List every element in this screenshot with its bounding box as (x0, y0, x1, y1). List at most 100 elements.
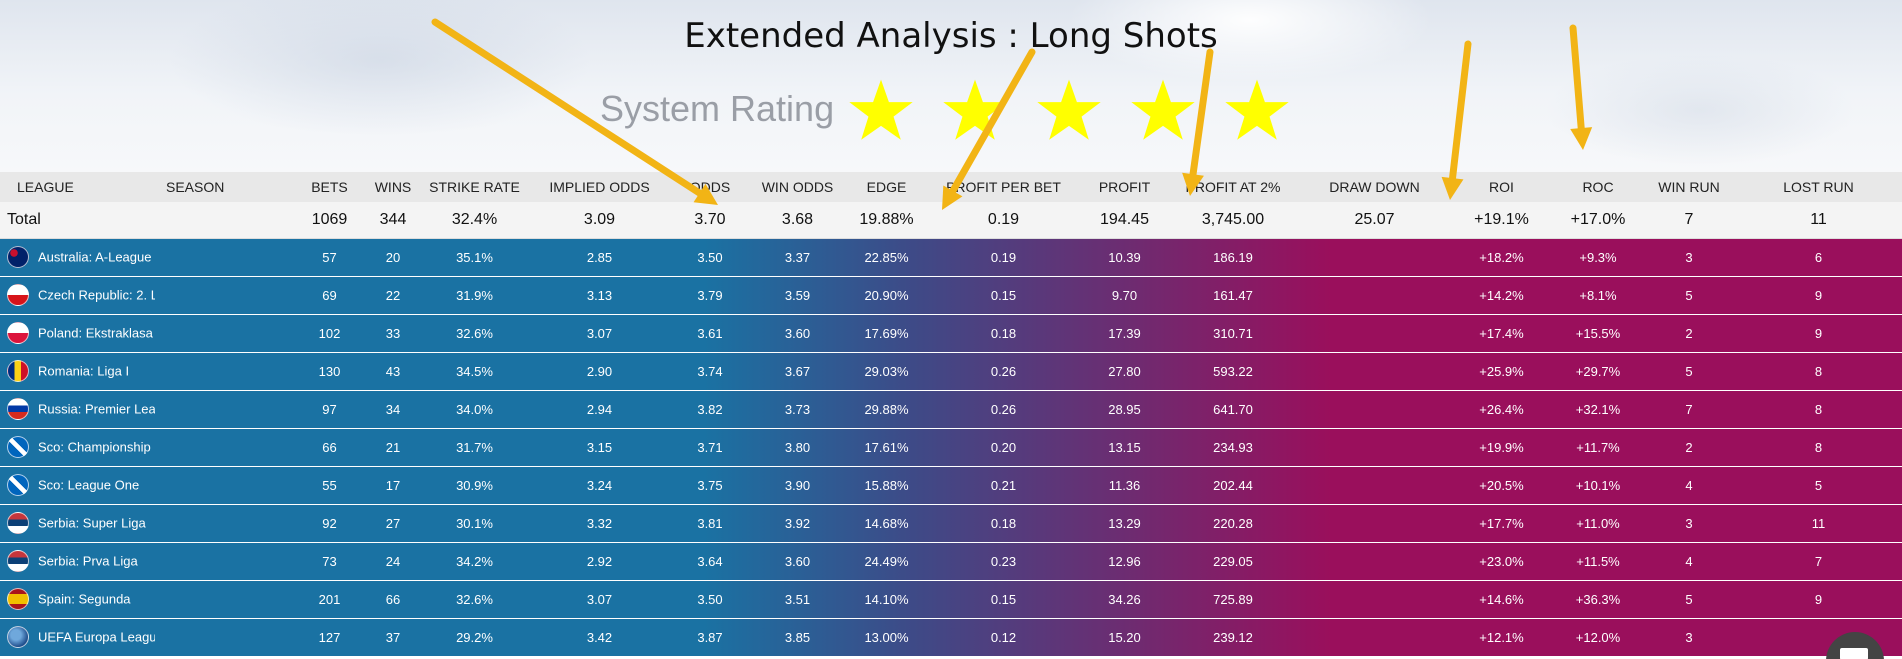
roi-cell: +20.5% (1479, 477, 1524, 493)
table-row[interactable]: Serbia: Prva Liga 73 24 34.2% 2.92 3.64 3.60 24… (0, 542, 1902, 580)
league-cell: Romania: Liga I (0, 352, 155, 390)
season-cell (155, 276, 296, 314)
league-name[interactable]: Serbia: Super Liga (38, 515, 146, 531)
league-name[interactable]: Serbia: Prva Liga (38, 553, 138, 569)
roc-cell: +12.0% (1575, 629, 1621, 645)
league-name[interactable]: Czech Republic: 2. Liga FNL (38, 287, 155, 303)
league-name[interactable]: Russia: Premier League (38, 401, 155, 417)
odds-cell: 3.74 (697, 363, 723, 379)
roc-cell: +29.7% (1575, 363, 1621, 379)
profit-cell: 34.26 (1108, 591, 1141, 607)
table-row[interactable]: UEFA Europa League 127 37 29.2% 3.42 3.87 3.85… (0, 618, 1902, 656)
total-row: Total 1069 344 32.4% 3.09 3.70 3.68 19.88% 0.19 1… (0, 202, 1902, 238)
roi-cell: +25.9% (1479, 363, 1524, 379)
implied-odds-cell: 2.94 (586, 401, 613, 417)
column-header-strike-rate[interactable]: STRIKE RATE (429, 179, 520, 195)
column-header-win-run[interactable]: WIN RUN (1658, 179, 1720, 195)
roi-cell: +19.9% (1479, 439, 1524, 455)
strike-rate-cell: 30.1% (456, 515, 493, 531)
poland-flag-icon (7, 322, 29, 344)
odds-cell: 3.87 (697, 629, 723, 645)
column-header-season[interactable]: SEASON (166, 179, 225, 195)
total-roc: +17.0% (1570, 210, 1626, 228)
draw-down-cell (1299, 580, 1450, 618)
bets-cell: 69 (322, 287, 337, 303)
odds-cell: 3.50 (697, 249, 723, 265)
league-name[interactable]: Sco: League One (38, 477, 140, 493)
profit-cell: 11.36 (1108, 477, 1141, 493)
table-row[interactable]: Romania: Liga I 130 43 34.5% 2.90 3.74 3.67 29.… (0, 352, 1902, 390)
implied-odds-cell: 2.90 (586, 363, 613, 379)
serbia-flag-icon (7, 550, 29, 572)
total-lost-run: 11 (1810, 210, 1827, 228)
lost-run-cell: 7 (1814, 553, 1823, 569)
edge-cell: 22.85% (864, 249, 909, 265)
total-bets: 1069 (311, 210, 348, 228)
implied-odds-cell: 3.07 (586, 325, 613, 341)
odds-cell: 3.61 (697, 325, 723, 341)
column-header-bets[interactable]: BETS (311, 179, 348, 195)
edge-cell: 15.88% (864, 477, 909, 493)
bets-cell: 102 (318, 325, 341, 341)
column-header-profit-at-2[interactable]: PROFIT AT 2% (1185, 179, 1281, 195)
column-header-profit[interactable]: PROFIT (1098, 179, 1151, 195)
wins-cell: 34 (385, 401, 401, 417)
table-row[interactable]: Sco: Championship 66 21 31.7% 3.15 3.71 3.80 17… (0, 428, 1902, 466)
table-row[interactable]: Czech Republic: 2. Liga FNL 69 22 31.9% 3.13… (0, 276, 1902, 314)
roc-cell: +9.3% (1579, 249, 1617, 265)
table-row[interactable]: Australia: A-League 57 20 35.1% 2.85 3.50 3.37… (0, 238, 1902, 276)
column-header-lost-run[interactable]: LOST RUN (1783, 179, 1854, 195)
profit-at-2-cell: 239.12 (1213, 629, 1253, 645)
column-header-roc[interactable]: ROC (1582, 179, 1614, 195)
table-row[interactable]: Russia: Premier League 97 34 34.0% 2.94 3.82 3… (0, 390, 1902, 428)
table-row[interactable]: Spain: Segunda 201 66 32.6% 3.07 3.50 3.51 14.1… (0, 580, 1902, 618)
league-cell: Serbia: Prva Liga (0, 542, 155, 580)
league-name[interactable]: UEFA Europa League (38, 629, 155, 645)
column-header-wins[interactable]: WINS (374, 179, 412, 195)
league-name[interactable]: Poland: Ekstraklasa (38, 325, 153, 341)
league-name[interactable]: Spain: Segunda (38, 591, 131, 607)
roi-cell: +14.6% (1479, 591, 1524, 607)
table-body: Australia: A-League 57 20 35.1% 2.85 3.50 3.37… (0, 238, 1902, 656)
star-icon (1225, 79, 1289, 140)
win-run-cell: 3 (1685, 249, 1693, 265)
roi-cell: +14.2% (1479, 287, 1524, 303)
analysis-table: LEAGUE SEASON BETS WINS STRIKE RATE IMPLIED O… (0, 172, 1902, 657)
table-row[interactable]: Poland: Ekstraklasa 102 33 32.6% 3.07 3.61 3.6… (0, 314, 1902, 352)
edge-cell: 17.61% (864, 439, 909, 455)
wins-cell: 37 (385, 629, 401, 645)
strike-rate-cell: 29.2% (456, 629, 493, 645)
column-header-league[interactable]: LEAGUE (17, 179, 74, 195)
star-icon (1131, 79, 1195, 140)
profit-per-bet-cell: 0.15 (990, 287, 1017, 303)
win-odds-cell: 3.60 (784, 553, 811, 569)
lost-run-cell: 8 (1814, 401, 1823, 417)
league-cell: Spain: Segunda (0, 580, 155, 618)
column-header-odds[interactable]: ODDS (689, 179, 731, 195)
profit-cell: 27.80 (1108, 363, 1141, 379)
roi-cell: +18.2% (1479, 249, 1524, 265)
column-header-draw-down[interactable]: DRAW DOWN (1329, 179, 1420, 195)
league-name[interactable]: Romania: Liga I (38, 363, 130, 379)
profit-at-2-cell: 202.44 (1213, 477, 1253, 493)
column-header-win-odds[interactable]: WIN ODDS (761, 179, 834, 195)
wins-cell: 43 (385, 363, 401, 379)
profit-cell: 17.39 (1108, 325, 1141, 341)
column-header-profit-per-bet[interactable]: PROFIT PER BET (946, 179, 1061, 195)
profit-cell: 13.15 (1108, 439, 1141, 455)
odds-cell: 3.50 (697, 591, 723, 607)
total-profit-per-bet: 0.19 (987, 210, 1020, 228)
league-cell: Sco: League One (0, 466, 155, 504)
table-row[interactable]: Serbia: Super Liga 92 27 30.1% 3.32 3.81 3.92 1… (0, 504, 1902, 542)
total-odds: 3.70 (694, 210, 726, 228)
league-cell: Australia: A-League (0, 238, 155, 276)
column-header-edge[interactable]: EDGE (866, 179, 907, 195)
league-cell: Poland: Ekstraklasa (0, 314, 155, 352)
column-header-implied-odds[interactable]: IMPLIED ODDS (549, 179, 650, 195)
table-row[interactable]: Sco: League One 55 17 30.9% 3.24 3.75 3.90 15.8… (0, 466, 1902, 504)
league-name[interactable]: Australia: A-League (38, 249, 152, 265)
draw-down-cell (1299, 504, 1450, 542)
league-name[interactable]: Sco: Championship (38, 439, 151, 455)
column-header-roi[interactable]: ROI (1489, 179, 1514, 195)
roi-cell: +23.0% (1479, 553, 1524, 569)
